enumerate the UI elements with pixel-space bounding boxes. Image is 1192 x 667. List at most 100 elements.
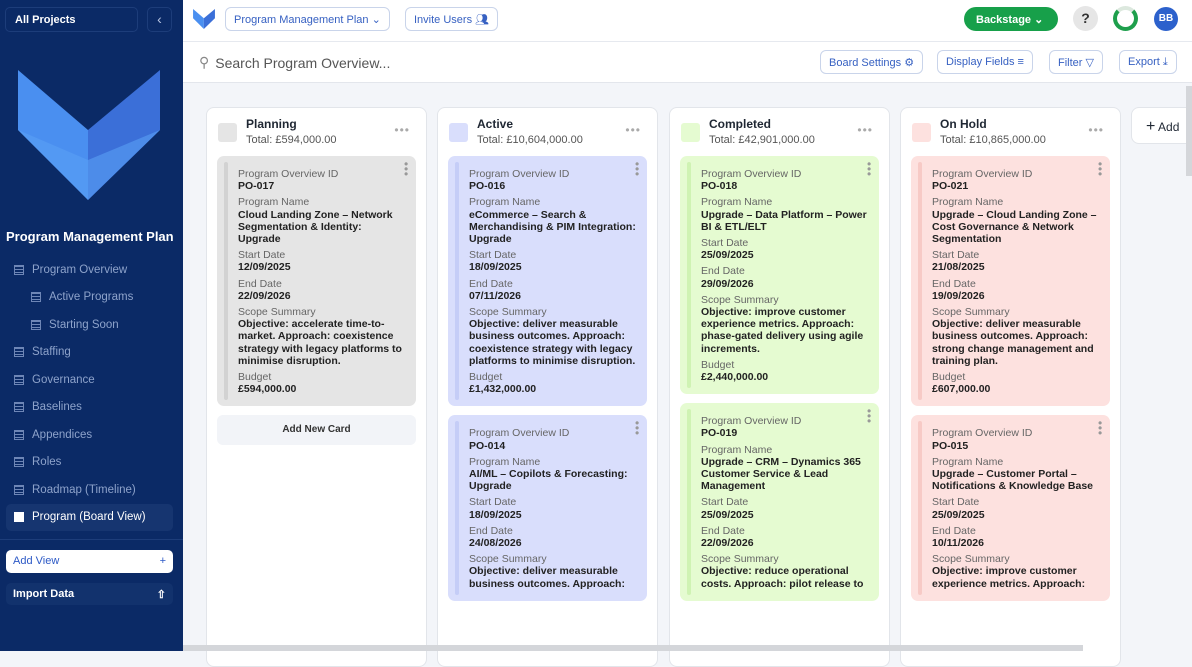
sidebar-item-starting-soon[interactable]: Starting Soon <box>6 311 173 339</box>
board-card[interactable]: • • • Program Overview ID PO-017 Program Name… <box>217 156 416 407</box>
sidebar-item-roadmap-timeline[interactable]: Roadmap (Timeline) <box>6 476 173 504</box>
collapse-sidebar-button[interactable]: ‹ <box>147 7 172 32</box>
board-toolbar: ⚲ Search Program Overview... Board Settin… <box>183 42 1192 83</box>
avatar[interactable]: BB <box>1154 7 1178 31</box>
board-settings-label: Board Settings <box>829 57 902 69</box>
add-view-button[interactable]: Add View + <box>6 550 173 573</box>
field-value-name: eCommerce – Search & Merchandising & PIM… <box>469 208 636 246</box>
horizontal-scrollbar[interactable] <box>183 645 1083 651</box>
board-card[interactable]: • • • Program Overview ID PO-021 Program Name… <box>911 156 1110 407</box>
sidebar-item-appendices[interactable]: Appendices <box>6 421 173 449</box>
sidebar-item-baselines[interactable]: Baselines <box>6 394 173 422</box>
field-label-name: Program Name <box>469 455 541 468</box>
card-menu-icon[interactable]: • • • <box>1098 416 1103 441</box>
column-menu-icon[interactable]: ••• <box>394 123 410 137</box>
field-label-start: Start Date <box>469 496 517 509</box>
import-data-button[interactable]: Import Data ⇧ <box>6 583 173 605</box>
field-value-end: 29/09/2026 <box>701 277 754 290</box>
field-label-start: Start Date <box>701 237 749 250</box>
sidebar-item-staffing[interactable]: Staffing <box>6 339 173 367</box>
field-value-name: Upgrade – CRM – Dynamics 365 Customer Se… <box>701 455 861 493</box>
field-label-end: End Date <box>469 524 513 537</box>
field-value-start: 25/09/2025 <box>701 508 754 521</box>
sidebar-item-label: Active Programs <box>49 291 134 304</box>
field-value-start: 18/09/2025 <box>469 261 522 274</box>
field-label-budget: Budget <box>701 358 735 371</box>
gear-icon: ⚙ <box>904 57 915 69</box>
field-label-name: Program Name <box>932 196 1004 209</box>
invite-users-button[interactable]: Invite Users 👥︎ <box>405 7 499 31</box>
search-icon: ⚲ <box>199 54 210 70</box>
board-card[interactable]: • • • Program Overview ID PO-014 Program Name… <box>448 415 647 601</box>
board-card[interactable]: • • • Program Overview ID PO-015 Program Name… <box>911 415 1110 601</box>
sidebar-item-active-programs[interactable]: Active Programs <box>6 284 173 312</box>
field-value-name: Cloud Landing Zone – Network Segmentatio… <box>238 208 393 246</box>
project-title: Program Management Plan <box>6 229 174 244</box>
field-label-scope: Scope Summary <box>932 306 1010 319</box>
sidebar-nav: Program Overview Active Programs Starting … <box>6 256 173 531</box>
field-value-name: Upgrade – Data Platform – Power BI & ETL… <box>701 208 867 233</box>
column-menu-icon[interactable]: ••• <box>1088 123 1104 137</box>
card-menu-icon[interactable]: • • • <box>867 157 872 181</box>
app-logo-small <box>193 9 215 29</box>
board-settings-button[interactable]: Board Settings ⚙ <box>820 50 924 74</box>
sidebar-item-label: Governance <box>32 373 95 386</box>
list-icon: ≡ <box>1017 56 1024 68</box>
board-card[interactable]: • • • Program Overview ID PO-016 Program Name… <box>448 156 647 407</box>
board-card[interactable]: • • • Program Overview ID PO-018 Program Name… <box>680 156 879 395</box>
field-value-end: 10/11/2026 <box>932 537 984 550</box>
field-label-scope: Scope Summary <box>932 553 1010 566</box>
card-menu-icon[interactable]: • • • <box>635 157 640 181</box>
column-total: Total: £594,000.00 <box>246 134 337 146</box>
field-value-budget: £2,440,000.00 <box>701 371 769 384</box>
field-value-scope: Objective: deliver measurable business o… <box>469 318 636 367</box>
plus-icon: + <box>159 555 166 567</box>
all-projects-button[interactable]: All Projects <box>5 7 138 32</box>
card-stripe <box>918 421 922 595</box>
field-value-scope: Objective: accelerate time-to-market. Ap… <box>238 318 402 367</box>
sidebar-item-program-board-view[interactable]: Program (Board View) <box>6 503 173 531</box>
search-input[interactable]: ⚲ Search Program Overview... <box>199 54 390 71</box>
column-color-swatch <box>449 123 468 142</box>
card-menu-icon[interactable]: • • • <box>404 157 409 181</box>
display-fields-label: Display Fields <box>946 56 1015 68</box>
field-value-end: 24/08/2026 <box>469 537 522 550</box>
top-bar: Program Management Plan ⌄ Invite Users 👥… <box>183 0 1192 42</box>
card-stripe <box>455 421 459 595</box>
card-menu-icon[interactable]: • • • <box>635 416 640 441</box>
field-label-id: Program Overview ID <box>469 168 570 180</box>
card-stripe <box>687 409 691 595</box>
help-icon[interactable]: ? <box>1073 6 1098 31</box>
field-value-scope: Objective: deliver measurable business o… <box>469 565 625 590</box>
column-menu-icon[interactable]: ••• <box>625 123 641 137</box>
field-label-id: Program Overview ID <box>701 168 802 180</box>
backstage-button[interactable]: Backstage ⌄ <box>964 7 1058 31</box>
export-button[interactable]: Export ⤓ <box>1119 50 1177 74</box>
vertical-scrollbar[interactable] <box>1186 86 1192 176</box>
table-icon <box>14 264 24 275</box>
sidebar-item-program-overview[interactable]: Program Overview <box>6 256 173 284</box>
card-menu-icon[interactable]: • • • <box>867 404 872 429</box>
sidebar-item-label: Program Overview <box>32 263 128 276</box>
card-menu-icon[interactable]: • • • <box>1098 157 1103 181</box>
column-title: On Hold <box>940 117 987 131</box>
add-new-card-button[interactable]: Add New Card <box>217 415 416 446</box>
progress-ring-icon[interactable] <box>1113 6 1138 31</box>
sidebar-item-roles[interactable]: Roles <box>6 449 173 477</box>
field-label-budget: Budget <box>469 371 503 384</box>
timeline-icon <box>14 484 24 495</box>
field-value-id: PO-014 <box>469 439 506 452</box>
field-label-id: Program Overview ID <box>701 415 802 428</box>
display-fields-button[interactable]: Display Fields ≡ <box>937 50 1033 74</box>
column-menu-icon[interactable]: ••• <box>857 123 873 137</box>
filter-button[interactable]: Filter ▽ <box>1049 50 1103 74</box>
field-value-id: PO-021 <box>932 180 969 193</box>
download-icon: ⤓ <box>1162 56 1168 68</box>
field-value-id: PO-015 <box>932 439 969 452</box>
board-card[interactable]: • • • Program Overview ID PO-019 Program Name… <box>680 403 879 601</box>
sidebar-item-governance[interactable]: Governance <box>6 366 173 394</box>
add-column-button[interactable]: + Add <box>1131 107 1192 144</box>
column-header: Completed Total: £42,901,000.00 ••• <box>670 108 889 156</box>
project-selector[interactable]: Program Management Plan ⌄ <box>225 7 390 31</box>
field-label-start: Start Date <box>932 249 980 262</box>
